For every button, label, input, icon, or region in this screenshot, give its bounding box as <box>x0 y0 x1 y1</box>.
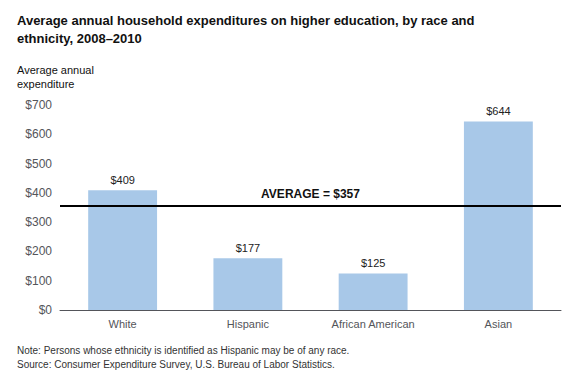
svg-text:Average annual household expen: Average annual household expenditures on… <box>17 13 475 28</box>
svg-text:Note: Persons whose ethnicity: Note: Persons whose ethnicity is identif… <box>17 345 349 356</box>
svg-text:Hispanic: Hispanic <box>227 318 270 330</box>
svg-text:expenditure: expenditure <box>17 78 75 90</box>
svg-text:ethnicity, 2008–2010: ethnicity, 2008–2010 <box>17 31 142 46</box>
svg-text:Average annual: Average annual <box>17 64 94 76</box>
svg-text:$400: $400 <box>25 186 52 200</box>
svg-text:$600: $600 <box>25 127 52 141</box>
svg-text:Source: Consumer Expenditure S: Source: Consumer Expenditure Survey, U.S… <box>17 359 335 370</box>
svg-text:$700: $700 <box>25 98 52 112</box>
svg-text:$409: $409 <box>110 174 134 186</box>
svg-text:$300: $300 <box>25 215 52 229</box>
svg-text:White: White <box>109 318 137 330</box>
svg-text:AVERAGE = $357: AVERAGE = $357 <box>261 187 360 201</box>
svg-text:$200: $200 <box>25 244 52 258</box>
svg-text:$100: $100 <box>25 274 52 288</box>
svg-text:$0: $0 <box>39 303 53 317</box>
svg-text:Asian: Asian <box>485 318 513 330</box>
svg-text:$125: $125 <box>361 257 385 269</box>
svg-text:$177: $177 <box>236 242 260 254</box>
svg-text:$644: $644 <box>486 105 510 117</box>
svg-text:African American: African American <box>332 318 415 330</box>
svg-text:$500: $500 <box>25 157 52 171</box>
